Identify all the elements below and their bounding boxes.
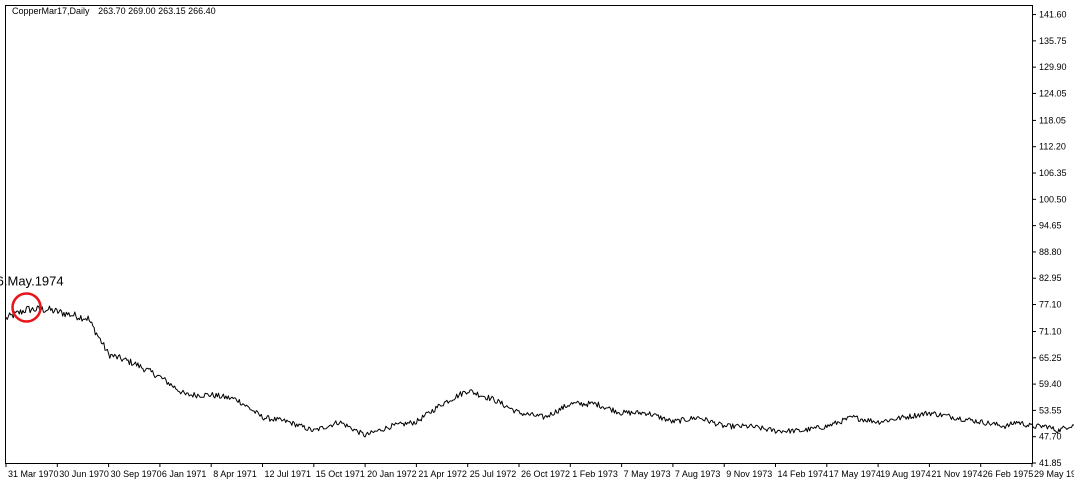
x-tick-label: 12 Jul 1971 xyxy=(265,469,312,479)
x-tick-label: 7 May 1973 xyxy=(624,469,671,479)
x-tick-label: 15 Oct 1971 xyxy=(316,469,365,479)
x-tick-label: 26 Feb 1975 xyxy=(983,469,1034,479)
x-tick-label: 30 Sep 1970 xyxy=(111,469,162,479)
peak-marker-circle xyxy=(11,292,42,323)
x-tick-label: 30 Jun 1970 xyxy=(59,469,109,479)
x-tick-label: 19 Aug 1974 xyxy=(880,469,931,479)
x-tick-label: 8 Apr 1971 xyxy=(213,469,257,479)
x-tick-label: 14 Feb 1974 xyxy=(778,469,829,479)
x-tick-label: 7 Aug 1973 xyxy=(675,469,721,479)
x-tick-label: 25 Jul 1972 xyxy=(470,469,517,479)
y-tick-label: 94.65 xyxy=(1039,221,1062,231)
x-axis: 31 Mar 1970 30 Jun 1970 30 Sep 1970 6 Jan 1… xyxy=(5,463,1074,479)
y-tick-label: 71.10 xyxy=(1039,326,1062,336)
chart-symbol: CopperMar17,Daily xyxy=(12,6,90,16)
plot-frame xyxy=(5,5,1033,464)
x-tick-label: 17 May 1974 xyxy=(829,469,881,479)
y-tick-label: 124.05 xyxy=(1039,88,1067,98)
y-tick-label: 59.40 xyxy=(1039,379,1062,389)
series-layer xyxy=(5,305,1074,438)
x-tick-label: 29 May 1975 xyxy=(1034,469,1074,479)
x-tick-label: 6 Jan 1971 xyxy=(162,469,207,479)
x-tick-label: 21 Apr 1972 xyxy=(418,469,467,479)
y-axis: 141.60 135.75 129.90 124.05 118.05 112.20 106.… xyxy=(1032,10,1067,468)
y-tick-label: 65.25 xyxy=(1039,353,1062,363)
price-series-line xyxy=(5,305,1074,438)
y-tick-label: 77.10 xyxy=(1039,300,1062,310)
y-tick-label: 88.80 xyxy=(1039,247,1062,257)
y-tick-label: 112.20 xyxy=(1039,142,1066,152)
x-tick-label: 26 Oct 1972 xyxy=(521,469,570,479)
y-tick-label: 100.50 xyxy=(1039,194,1067,204)
x-tick-label: 20 Jan 1972 xyxy=(367,469,417,479)
y-tick-label: 47.70 xyxy=(1039,432,1062,442)
y-tick-label: 141.60 xyxy=(1039,10,1067,20)
x-tick-label: 9 Nov 1973 xyxy=(726,469,772,479)
y-tick-label: 135.75 xyxy=(1039,36,1067,46)
x-tick-label: 31 Mar 1970 xyxy=(8,469,59,479)
y-tick-label: 118.05 xyxy=(1039,115,1066,125)
x-tick-label: 1 Feb 1973 xyxy=(572,469,618,479)
x-tick-label: 21 Nov 1974 xyxy=(931,469,982,479)
peak-annotation-label: 06.May.1974 xyxy=(0,273,64,288)
chart-ohlc: 263.70 269.00 263.15 266.40 xyxy=(98,6,216,16)
y-tick-label: 41.85 xyxy=(1039,458,1062,468)
y-tick-label: 53.55 xyxy=(1039,405,1062,415)
y-tick-label: 129.90 xyxy=(1039,62,1067,72)
y-tick-label: 106.35 xyxy=(1039,168,1067,178)
chart-header: CopperMar17,Daily 263.70 269.00 263.15 2… xyxy=(12,6,216,16)
y-tick-label: 82.95 xyxy=(1039,273,1062,283)
